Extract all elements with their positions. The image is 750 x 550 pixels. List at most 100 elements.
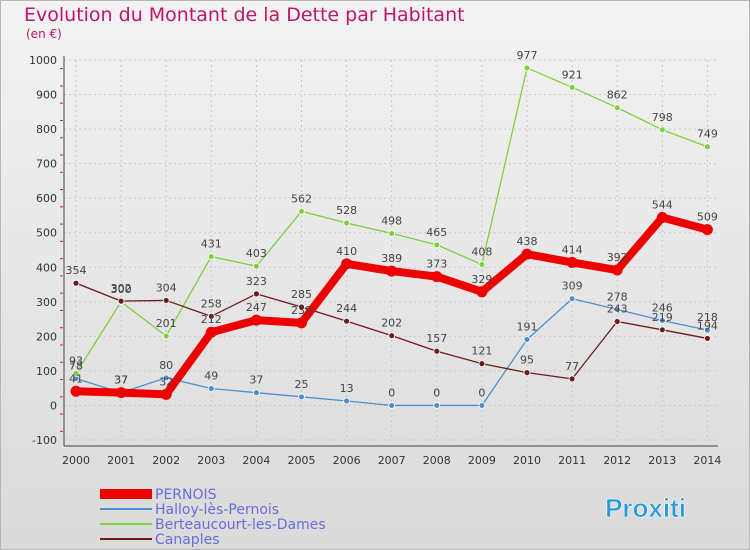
y-tick-label: 500: [36, 227, 57, 240]
x-tick-label: 2012: [603, 454, 631, 467]
data-point: [162, 374, 170, 382]
y-tick-label: 700: [36, 158, 57, 171]
data-label: 798: [652, 111, 673, 124]
data-point: [72, 369, 80, 377]
data-point: [343, 219, 351, 227]
data-point: [162, 332, 170, 340]
data-point: [433, 241, 441, 249]
series: [70, 64, 713, 409]
data-label: 309: [562, 280, 583, 293]
data-label: 302: [111, 282, 132, 295]
data-label: 244: [336, 302, 357, 315]
data-point: [117, 297, 125, 305]
data-point: [658, 126, 666, 134]
data-label: 218: [697, 311, 718, 324]
data-label: 212: [201, 313, 222, 326]
data-label: 403: [246, 247, 267, 260]
data-label: 285: [291, 288, 312, 301]
x-tick-label: 2008: [423, 454, 451, 467]
data-point: [658, 317, 666, 324]
data-point: [343, 397, 351, 405]
data-point: [252, 290, 260, 298]
data-label: 0: [433, 386, 440, 399]
data-point: [704, 326, 711, 334]
data-label: 465: [426, 226, 447, 239]
data-label: 13: [340, 382, 354, 395]
data-label: 354: [66, 264, 87, 277]
x-tick-label: 2010: [513, 454, 541, 467]
data-point: [701, 224, 713, 236]
x-tick-label: 2013: [648, 454, 676, 467]
data-label: 329: [471, 273, 492, 286]
data-point: [523, 369, 531, 377]
x-tick-label: 2009: [468, 454, 496, 467]
data-point: [478, 360, 486, 368]
x-tick-label: 2006: [333, 454, 361, 467]
data-label: 219: [652, 311, 673, 324]
data-label: 247: [246, 301, 267, 314]
y-tick-label: 100: [36, 365, 57, 378]
data-label: 41: [69, 372, 83, 385]
data-label: 414: [562, 243, 583, 256]
data-point: [704, 143, 711, 151]
y-tick-label: 800: [36, 123, 57, 136]
data-label: 278: [607, 290, 628, 303]
data-point: [568, 375, 576, 383]
data-point: [207, 312, 215, 320]
data-label: 562: [291, 192, 312, 205]
data-label: 749: [697, 128, 718, 141]
chart-title: Evolution du Montant de la Dette par Hab…: [24, 4, 465, 26]
data-label: 202: [381, 317, 402, 330]
legend: PERNOIS Halloy-lès-Pernois Berteaucourt-…: [100, 487, 326, 548]
data-label: 304: [156, 281, 177, 294]
data-label: 194: [697, 319, 718, 332]
data-label: 201: [156, 317, 177, 330]
data-point: [704, 335, 711, 342]
data-label: 93: [69, 354, 83, 367]
data-point: [658, 326, 666, 334]
data-point: [298, 393, 305, 401]
x-tick-label: 2004: [242, 454, 270, 467]
data-label: 95: [520, 354, 534, 367]
y-tick-label: 900: [36, 89, 57, 102]
data-label: 528: [336, 204, 357, 217]
data-label: 80: [159, 359, 173, 372]
y-tick-label: 400: [36, 261, 57, 274]
data-point: [207, 253, 215, 260]
data-label: 25: [295, 378, 309, 391]
data-label: 246: [652, 301, 673, 314]
data-point: [523, 336, 531, 343]
data-label: 438: [517, 235, 538, 248]
data-label: 300: [111, 283, 132, 296]
data-point: [613, 104, 621, 112]
data-label: 37: [249, 374, 263, 387]
data-point: [205, 326, 217, 338]
data-label: 157: [426, 332, 447, 345]
data-point: [568, 83, 576, 91]
y-tick-label: 300: [36, 296, 57, 309]
data-label: 431: [201, 238, 222, 251]
data-label: 373: [426, 258, 447, 271]
y-tick-label: 200: [36, 330, 57, 343]
data-label: 258: [201, 297, 222, 310]
data-labels: 78 37 80 49 37 25 13 0 0 0 191 309 278 246 218 93 300 201…: [66, 49, 718, 400]
y-tick-label: 0: [50, 399, 57, 412]
data-point: [252, 389, 260, 397]
data-point: [298, 303, 305, 311]
data-point: [433, 347, 441, 355]
data-point: [162, 297, 170, 304]
brand-logo: Proxiti: [605, 493, 686, 523]
data-label: 243: [607, 303, 628, 316]
x-tick-label: 2003: [197, 454, 225, 467]
legend-label-halloy: Halloy-lès-Pernois: [155, 502, 279, 518]
data-point: [250, 314, 262, 326]
data-label: 323: [246, 275, 267, 288]
data-point: [252, 262, 260, 270]
y-tick-label: 600: [36, 192, 57, 205]
data-label: 121: [471, 345, 492, 358]
data-point: [386, 265, 398, 277]
data-point: [388, 332, 396, 340]
data-label: 977: [517, 49, 538, 62]
data-point: [568, 295, 576, 303]
x-tick-label: 2005: [288, 454, 316, 467]
